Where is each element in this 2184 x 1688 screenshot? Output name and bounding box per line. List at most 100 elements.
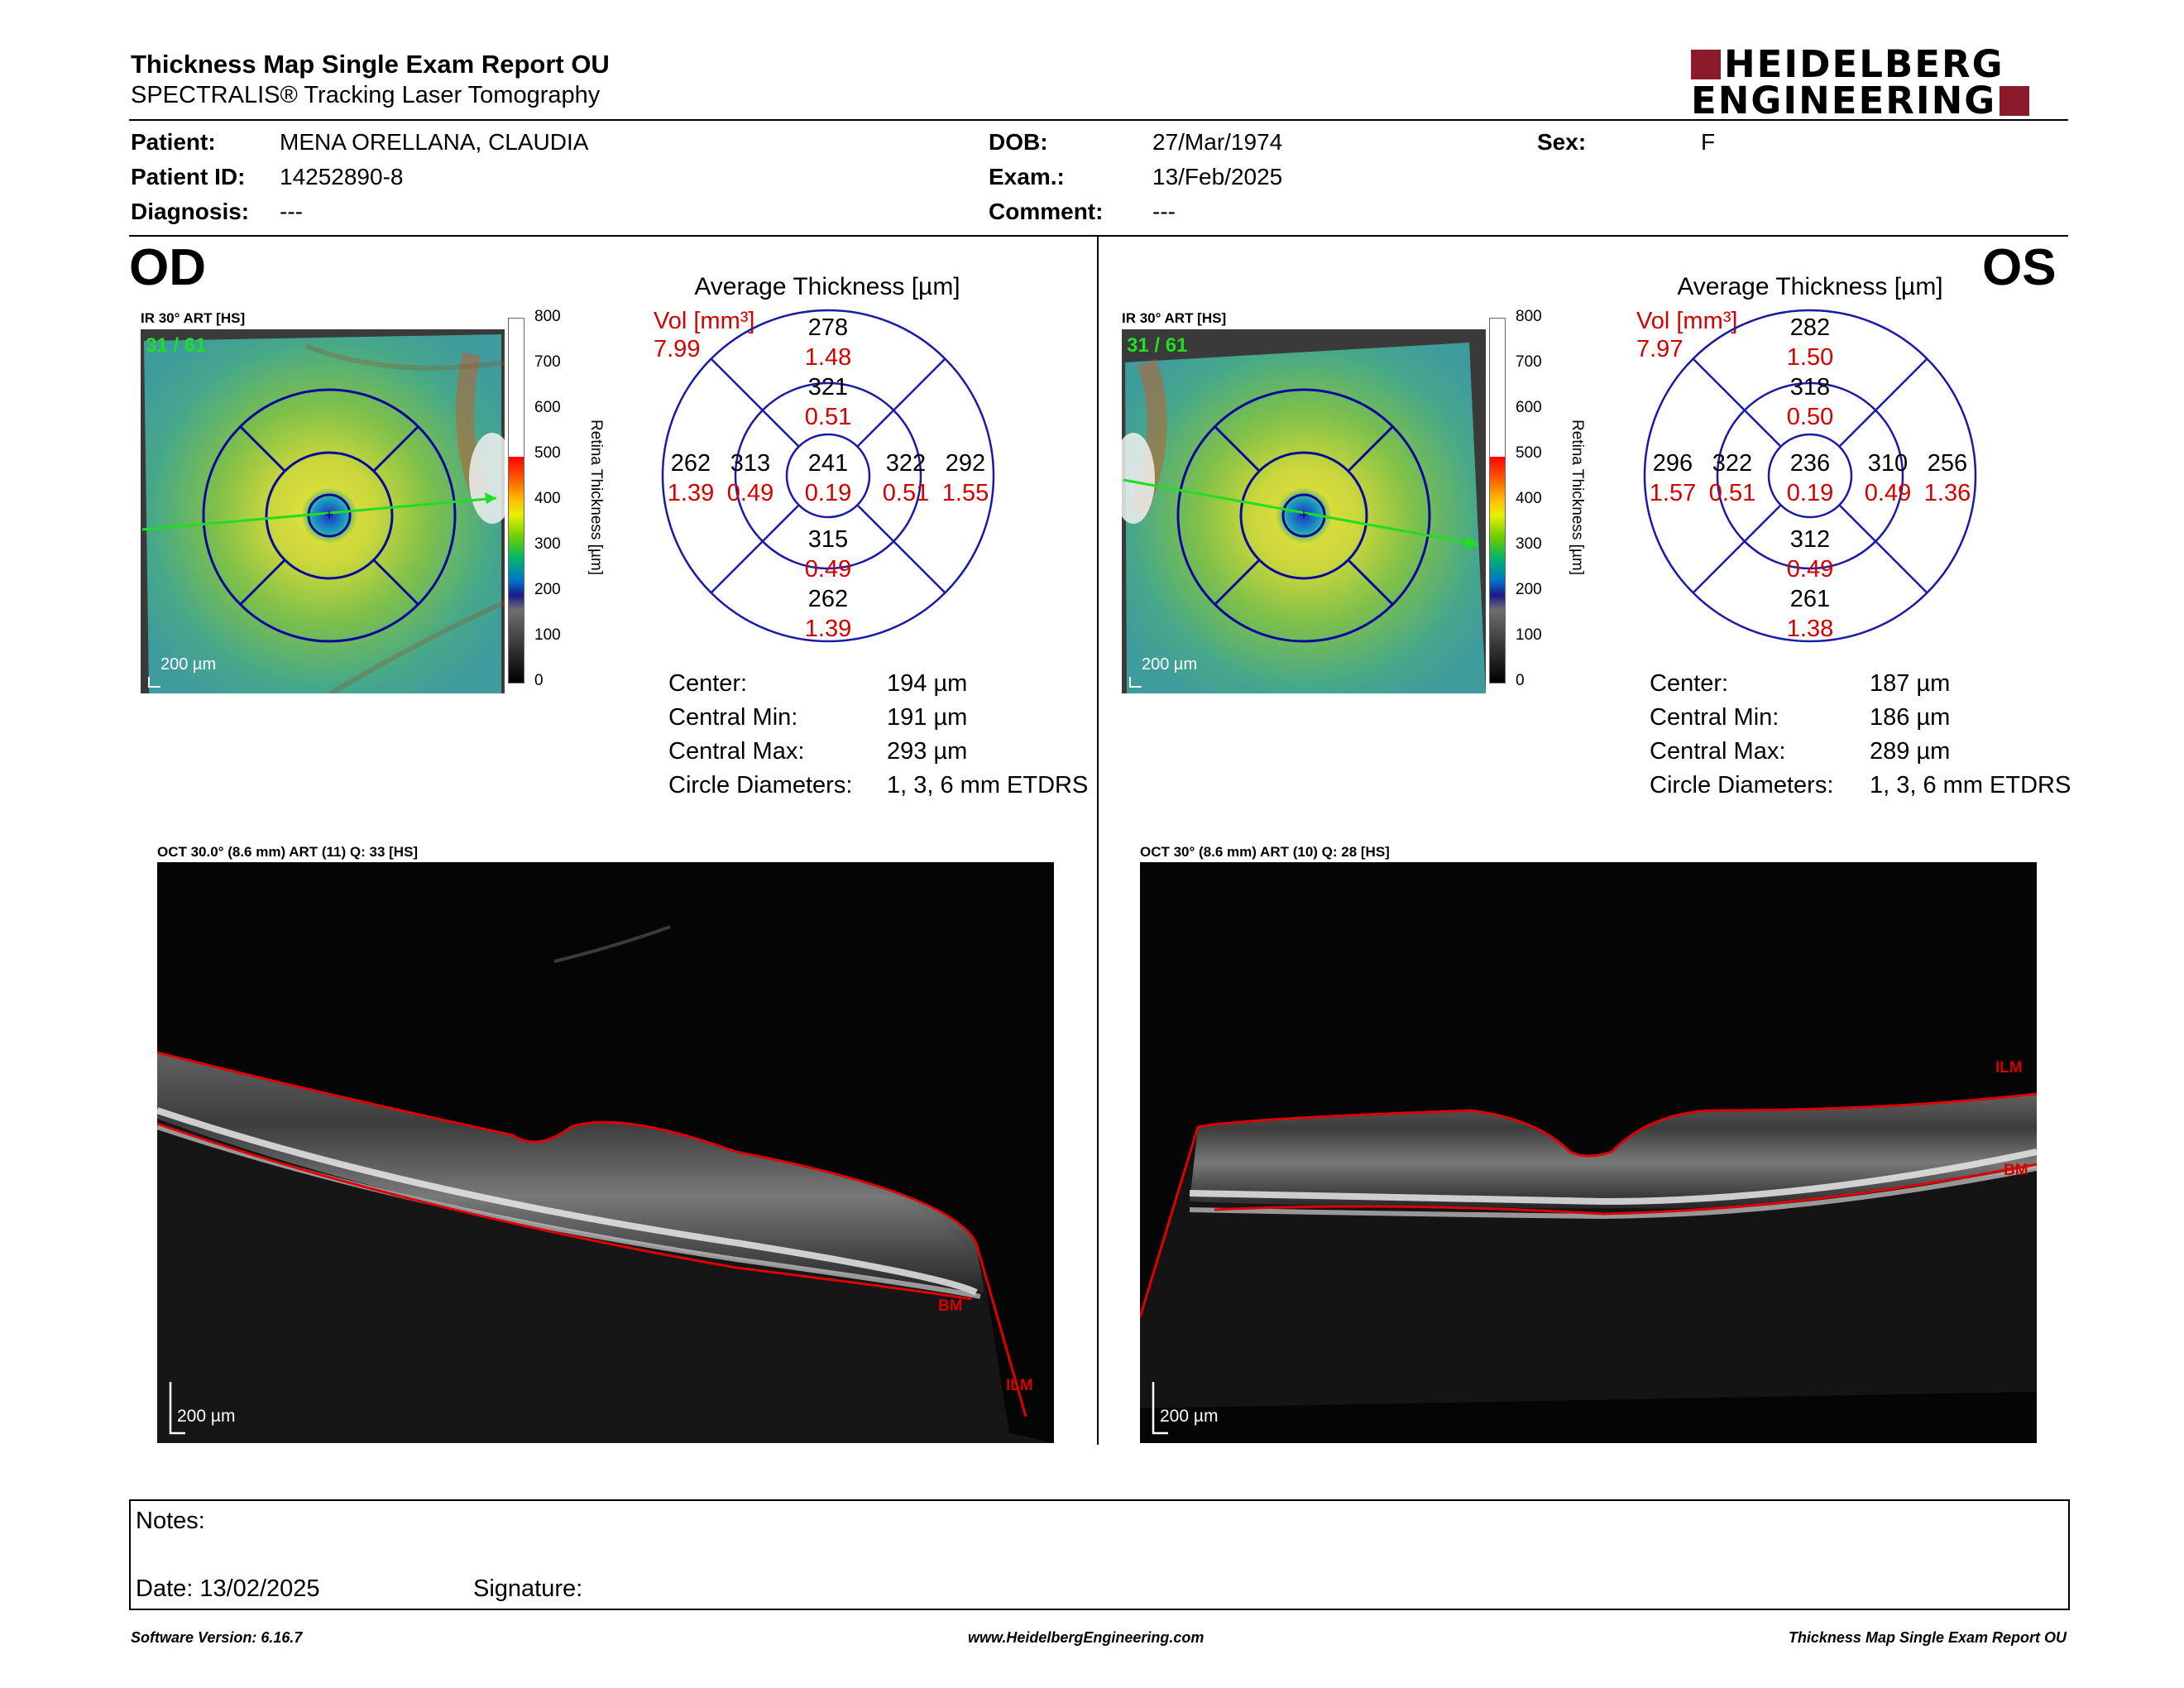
- patient-label: Patient:: [131, 129, 216, 155]
- os-center-value: 187 µm: [1870, 670, 1951, 697]
- od-central-max-value: 293 µm: [887, 738, 968, 765]
- od-central-min-value: 191 µm: [887, 704, 968, 731]
- od-average-thickness-title: Average Thickness [µm]: [694, 273, 960, 300]
- os-center-thickness: 236: [1789, 450, 1831, 477]
- od-oct-scale: 200 µm: [177, 1407, 236, 1426]
- od-central-min-label: Central Min:: [668, 704, 798, 731]
- od-colorbar-gradient: [508, 318, 524, 683]
- os-ilm-label: ILM: [1995, 1059, 2023, 1077]
- od-inner-right-volume: 0.51: [882, 480, 930, 506]
- od-inner-right-thickness: 322: [885, 450, 927, 477]
- od-outer-left-thickness: 262: [670, 450, 711, 477]
- diagnosis-label: Diagnosis:: [131, 199, 250, 224]
- os-colorbar-gradient: [1489, 318, 1506, 683]
- os-fundus-image: +: [1122, 329, 1486, 693]
- od-oct-label: OCT 30.0° (8.6 mm) ART (11) Q: 33 [HS]: [157, 844, 419, 860]
- os-outer-left-thickness: 296: [1652, 450, 1693, 477]
- footer-report-name: Thickness Map Single Exam Report OU: [1788, 1629, 2067, 1646]
- od-frame-counter: 31 / 61: [146, 334, 207, 357]
- od-colorbar-tick: 300: [534, 535, 561, 553]
- od-center-label: Center:: [668, 670, 748, 697]
- patient-id-label: Patient ID:: [131, 164, 246, 189]
- os-circle-diameters-value: 1, 3, 6 mm ETDRS: [1870, 772, 2071, 798]
- footer-software-version: Software Version: 6.16.7: [131, 1629, 303, 1646]
- od-inner-inferior-volume: 0.49: [804, 556, 852, 583]
- os-colorbar-tick: 800: [1516, 308, 1542, 325]
- od-colorbar-tick: 500: [534, 444, 561, 462]
- signature-label: Signature:: [473, 1575, 583, 1602]
- od-ilm-label: ILM: [1006, 1377, 1033, 1394]
- od-colorbar-tick: 100: [534, 626, 561, 644]
- od-bm-label: BM: [938, 1297, 963, 1315]
- dob-value: 27/Mar/1974: [1152, 129, 1283, 155]
- os-colorbar-tick: 300: [1516, 535, 1542, 553]
- dob-label: DOB:: [989, 129, 1048, 155]
- os-center-label: Center:: [1650, 670, 1729, 697]
- os-colorbar-tick: 700: [1516, 353, 1542, 371]
- comment-label: Comment:: [989, 199, 1104, 224]
- od-colorbar: [508, 318, 524, 683]
- od-outer-superior-volume: 1.48: [804, 344, 852, 371]
- od-outer-inferior-volume: 1.39: [804, 616, 852, 642]
- patient-name: MENA ORELLANA, CLAUDIA: [280, 129, 589, 155]
- od-colorbar-tick: 200: [534, 581, 561, 598]
- od-center-value: 194 µm: [887, 670, 968, 697]
- od-circle-diameters-label: Circle Diameters:: [668, 772, 853, 798]
- od-center-volume: 0.19: [804, 480, 852, 506]
- os-outer-right-volume: 1.36: [1923, 480, 1971, 506]
- os-inner-inferior-volume: 0.49: [1786, 556, 1834, 583]
- od-fundus-scale: 200 µm: [160, 655, 217, 674]
- os-outer-right-thickness: 256: [1927, 450, 1968, 477]
- os-inner-inferior-thickness: 312: [1789, 526, 1831, 553]
- od-etdrs-grid: [661, 309, 995, 643]
- os-colorbar-label: Retina Thickness [µm]: [1569, 420, 1586, 575]
- od-outer-inferior-thickness: 262: [807, 586, 849, 612]
- diagnosis-value: ---: [280, 199, 303, 224]
- exam-label: Exam.:: [989, 164, 1065, 189]
- od-inner-left-thickness: 313: [730, 450, 771, 477]
- logo-square-icon: [2000, 86, 2030, 116]
- os-outer-superior-volume: 1.50: [1786, 344, 1834, 371]
- exam-date: 13/Feb/2025: [1152, 164, 1283, 189]
- os-colorbar-tick: 500: [1516, 444, 1542, 462]
- os-outer-inferior-thickness: 261: [1789, 586, 1831, 612]
- od-vol-value: 7.99: [654, 336, 701, 362]
- os-oct-image: [1140, 1092, 2037, 1435]
- os-oct-label: OCT 30° (8.6 mm) ART (10) Q: 28 [HS]: [1140, 844, 1390, 860]
- patient-id: 14252890-8: [280, 164, 404, 189]
- os-inner-right-volume: 0.49: [1864, 480, 1912, 506]
- od-colorbar-tick: 600: [534, 399, 561, 416]
- os-colorbar-tick: 100: [1516, 626, 1542, 644]
- report-title: Thickness Map Single Exam Report OU: [131, 50, 610, 79]
- od-outer-right-volume: 1.55: [941, 480, 989, 506]
- header-divider: [129, 119, 2068, 121]
- od-inner-left-volume: 0.49: [726, 480, 774, 506]
- footer-website[interactable]: www.HeidelbergEngineering.com: [968, 1629, 1205, 1646]
- os-fundus-scale: 200 µm: [1142, 655, 1198, 674]
- os-frame-counter: 31 / 61: [1127, 334, 1188, 357]
- od-outer-right-thickness: 292: [945, 450, 986, 477]
- os-inner-left-thickness: 322: [1712, 450, 1753, 477]
- os-ir-label: IR 30° ART [HS]: [1122, 310, 1227, 326]
- os-oct-scale: 200 µm: [1160, 1407, 1219, 1426]
- od-inner-inferior-thickness: 315: [807, 526, 849, 553]
- os-center-volume: 0.19: [1786, 480, 1834, 506]
- comment-value: ---: [1152, 199, 1176, 224]
- os-outer-left-volume: 1.57: [1649, 480, 1697, 506]
- od-ir-label: IR 30° ART [HS]: [141, 310, 246, 326]
- od-thickness-map: + 31 / 61 200 µm: [141, 329, 505, 693]
- od-colorbar-tick: 700: [534, 353, 561, 371]
- notes-label: Notes:: [136, 1508, 205, 1534]
- os-thickness-map: + 31 / 61 200 µm: [1122, 329, 1486, 693]
- od-outer-superior-thickness: 278: [807, 314, 849, 341]
- os-central-max-label: Central Max:: [1650, 738, 1786, 765]
- os-colorbar-tick: 0: [1516, 672, 1525, 689]
- os-outer-inferior-volume: 1.38: [1786, 616, 1834, 642]
- os-colorbar-tick: 200: [1516, 581, 1542, 598]
- notes-box[interactable]: Notes: Date: 13/02/2025 Signature:: [129, 1499, 2070, 1610]
- os-inner-right-thickness: 310: [1867, 450, 1909, 477]
- os-circle-diameters-label: Circle Diameters:: [1650, 772, 1834, 798]
- od-outer-left-volume: 1.39: [667, 480, 715, 506]
- od-circle-diameters-value: 1, 3, 6 mm ETDRS: [887, 772, 1089, 798]
- os-central-min-label: Central Min:: [1650, 704, 1779, 731]
